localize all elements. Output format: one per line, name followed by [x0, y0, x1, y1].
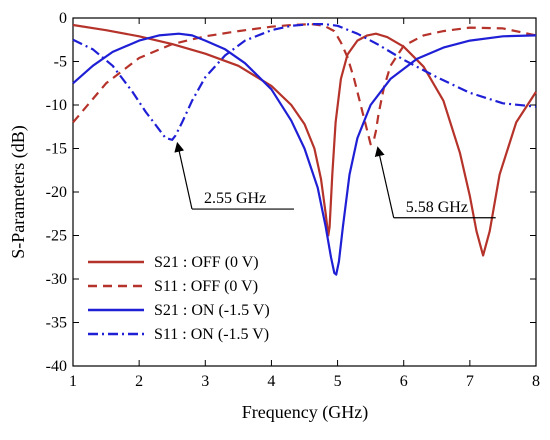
x-tick-label: 1	[69, 373, 77, 390]
legend-label-3: S21 : ON (-1.5 V)	[154, 302, 270, 319]
annotation-label-5-58-ghz: 5.58 GHz	[406, 199, 468, 216]
plot-frame	[72, 17, 537, 367]
annotation-arrow-5-58-ghz	[374, 146, 395, 218]
legend: S21 : OFF (0 V) S11 : OFF (0 V) S21 : ON (…	[88, 254, 270, 343]
x-tick-label: 2	[135, 373, 143, 390]
x-tick-label: 8	[532, 373, 540, 390]
legend-label-4: S11 : ON (-1.5 V)	[154, 326, 269, 343]
legend-label-2: S11 : OFF (0 V)	[154, 278, 258, 295]
x-axis-title: Frequency (GHz)	[242, 402, 368, 423]
y-tick-label: -15	[46, 141, 67, 158]
y-tick-label: -5	[54, 54, 67, 71]
y-tick-label: -20	[46, 184, 67, 201]
x-tick-label: 3	[201, 373, 209, 390]
series-line-s11-off-0-v-	[72, 23, 537, 146]
annotation-arrow-2-55-ghz	[174, 141, 193, 210]
x-tick-label: 6	[400, 373, 408, 390]
x-tick-label: 4	[267, 373, 275, 390]
annotation-label-2-55-ghz: 2.55 GHz	[204, 190, 266, 207]
annotations: 2.55 GHz 5.58 GHz	[174, 141, 496, 219]
legend-label-1: S21 : OFF (0 V)	[154, 254, 259, 271]
series-line-s21-on-1-5-v-	[72, 32, 537, 276]
plot-area-border	[72, 17, 537, 367]
y-tick-label: -25	[46, 228, 67, 245]
series-lines	[72, 23, 537, 276]
y-tick-label: 0	[59, 10, 67, 27]
y-tick-label: -40	[46, 358, 67, 375]
x-tick-label: 7	[466, 373, 474, 390]
y-tick-label: -35	[46, 315, 67, 332]
y-tick-label: -30	[46, 271, 67, 288]
axis-ticks: 1 2 3 4 5 6 7 8 0 -5 -10 -15 -20 -25 -30 -35 -40	[46, 10, 540, 390]
y-tick-label: -10	[46, 97, 67, 114]
y-axis-title: S-Parameters (dB)	[8, 125, 29, 258]
x-tick-label: 5	[334, 373, 342, 390]
series-line-s21-off-0-v-	[72, 23, 537, 257]
series-line-s11-on-1-5-v-	[72, 23, 537, 141]
